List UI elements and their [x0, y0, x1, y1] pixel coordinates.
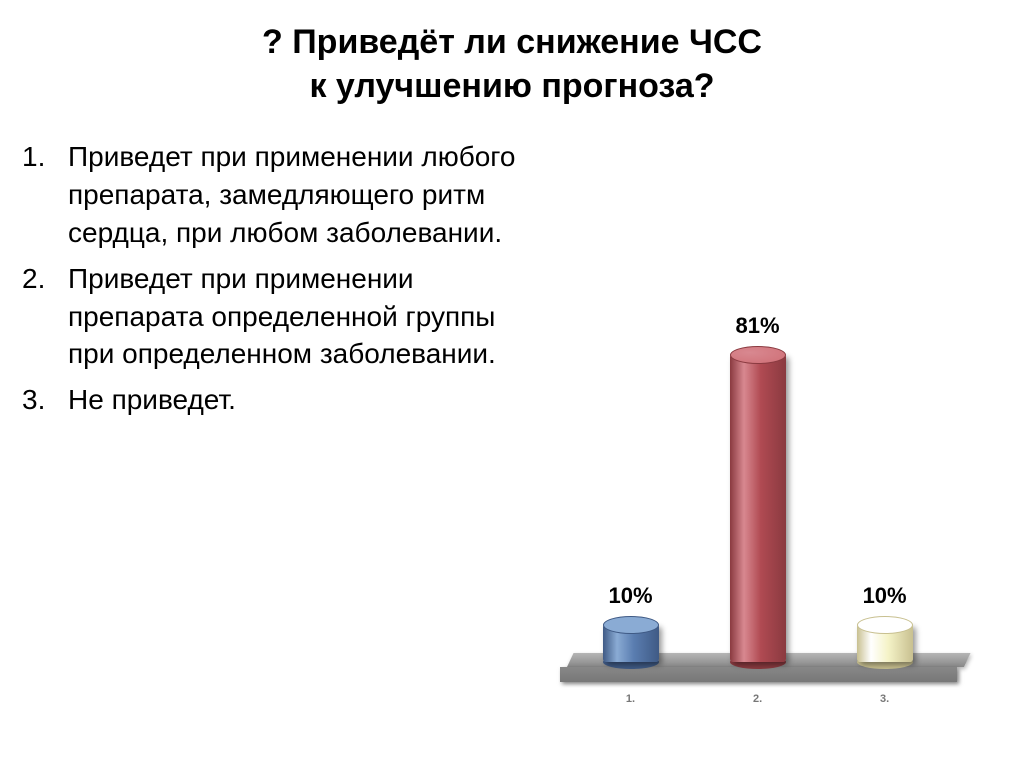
title-line2: к улучшению прогноза?	[309, 67, 714, 105]
list-item: Приведет при применении препарата опреде…	[60, 260, 517, 373]
chart-bar	[730, 347, 786, 669]
title-line1: ? Приведёт ли снижение ЧСС	[262, 23, 762, 61]
axis-category-label: 3.	[865, 693, 905, 705]
list-item: Не приведет.	[60, 381, 517, 419]
bar-value-label: 10%	[581, 583, 681, 609]
cylinder-chart: 10% 1. 81% 2. 10% 3.	[567, 227, 964, 707]
bar-value-label: 10%	[835, 583, 935, 609]
page-title: ? Приведёт ли снижение ЧСС к улучшению п…	[0, 0, 1024, 118]
chart-bar	[603, 617, 659, 669]
list-item: Приведет при применении любого препарата…	[60, 138, 517, 251]
chart-bar	[857, 617, 913, 669]
bar-value-label: 81%	[708, 313, 808, 339]
axis-category-label: 1.	[611, 693, 651, 705]
axis-category-label: 2.	[738, 693, 778, 705]
chart-panel: 10% 1. 81% 2. 10% 3.	[527, 118, 1024, 767]
answer-list-panel: Приведет при применении любого препарата…	[0, 118, 527, 767]
